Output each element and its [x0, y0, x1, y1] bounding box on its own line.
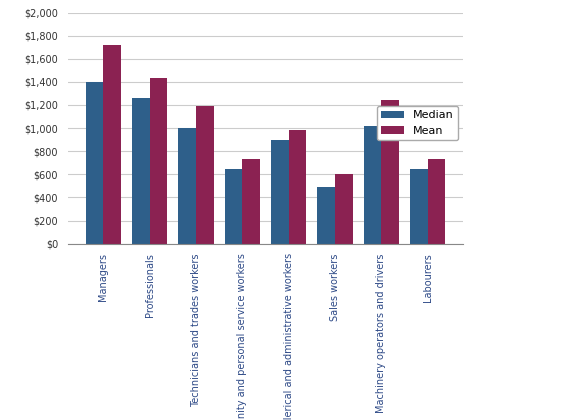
Bar [335, 174, 353, 244]
Bar [381, 100, 399, 244]
Bar [289, 130, 306, 244]
Bar [271, 139, 289, 244]
Bar [150, 79, 167, 244]
Bar [86, 82, 103, 244]
Bar [242, 159, 260, 244]
Bar [132, 98, 150, 244]
Bar [318, 187, 335, 244]
Bar [428, 159, 445, 244]
Bar [225, 168, 242, 244]
Legend: Median, Mean: Median, Mean [377, 106, 458, 140]
Bar [196, 106, 214, 244]
Bar [410, 168, 428, 244]
Bar [364, 126, 381, 244]
Bar [179, 128, 196, 244]
Bar [103, 45, 121, 244]
